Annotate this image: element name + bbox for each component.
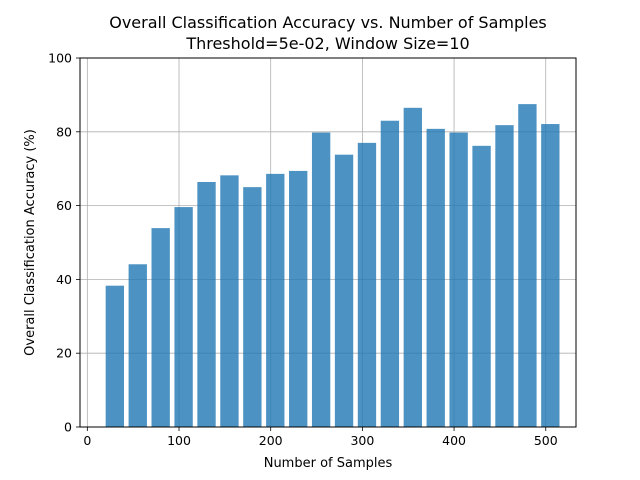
bar (128, 264, 147, 427)
plot-frame (79, 57, 577, 428)
y-tick-label: 20 (56, 346, 72, 361)
y-tick-label: 0 (64, 420, 72, 435)
bar (380, 120, 400, 427)
bar (449, 132, 468, 427)
bar (197, 181, 216, 427)
x-tick-label: 0 (83, 433, 91, 448)
bar (472, 145, 491, 427)
x-axis-label: Number of Samples (264, 456, 393, 471)
x-tick-label: 400 (442, 433, 466, 448)
bar (289, 170, 308, 427)
y-tick-label: 60 (56, 198, 72, 213)
bar (426, 128, 445, 427)
bar (495, 125, 514, 428)
bar (541, 124, 560, 428)
bar (220, 175, 239, 427)
bar (174, 207, 193, 427)
x-tick-label: 500 (534, 433, 558, 448)
y-axis-label: Overall Classification Accuracy (%) (23, 129, 38, 356)
x-tick-label: 100 (167, 433, 191, 448)
chart-title: Overall Classification Accuracy vs. Numb… (109, 13, 547, 32)
bar (403, 107, 422, 427)
bars (105, 104, 560, 428)
axis-ticks: 0 100 200 300 400 500 0 20 40 60 80 100 (48, 51, 558, 449)
x-tick-label: 300 (350, 433, 374, 448)
y-tick-label: 40 (56, 272, 72, 287)
chart-subtitle: Threshold=5e-02, Window Size=10 (185, 34, 469, 53)
x-tick-label: 200 (259, 433, 283, 448)
bar (266, 173, 285, 427)
y-tick-label: 80 (56, 124, 72, 139)
bar (518, 104, 537, 427)
bar (243, 187, 262, 427)
bar (357, 142, 377, 427)
bar (151, 228, 170, 427)
bar (105, 285, 125, 427)
bar (311, 132, 331, 427)
y-tick-label: 100 (48, 51, 72, 66)
bar (334, 154, 354, 428)
